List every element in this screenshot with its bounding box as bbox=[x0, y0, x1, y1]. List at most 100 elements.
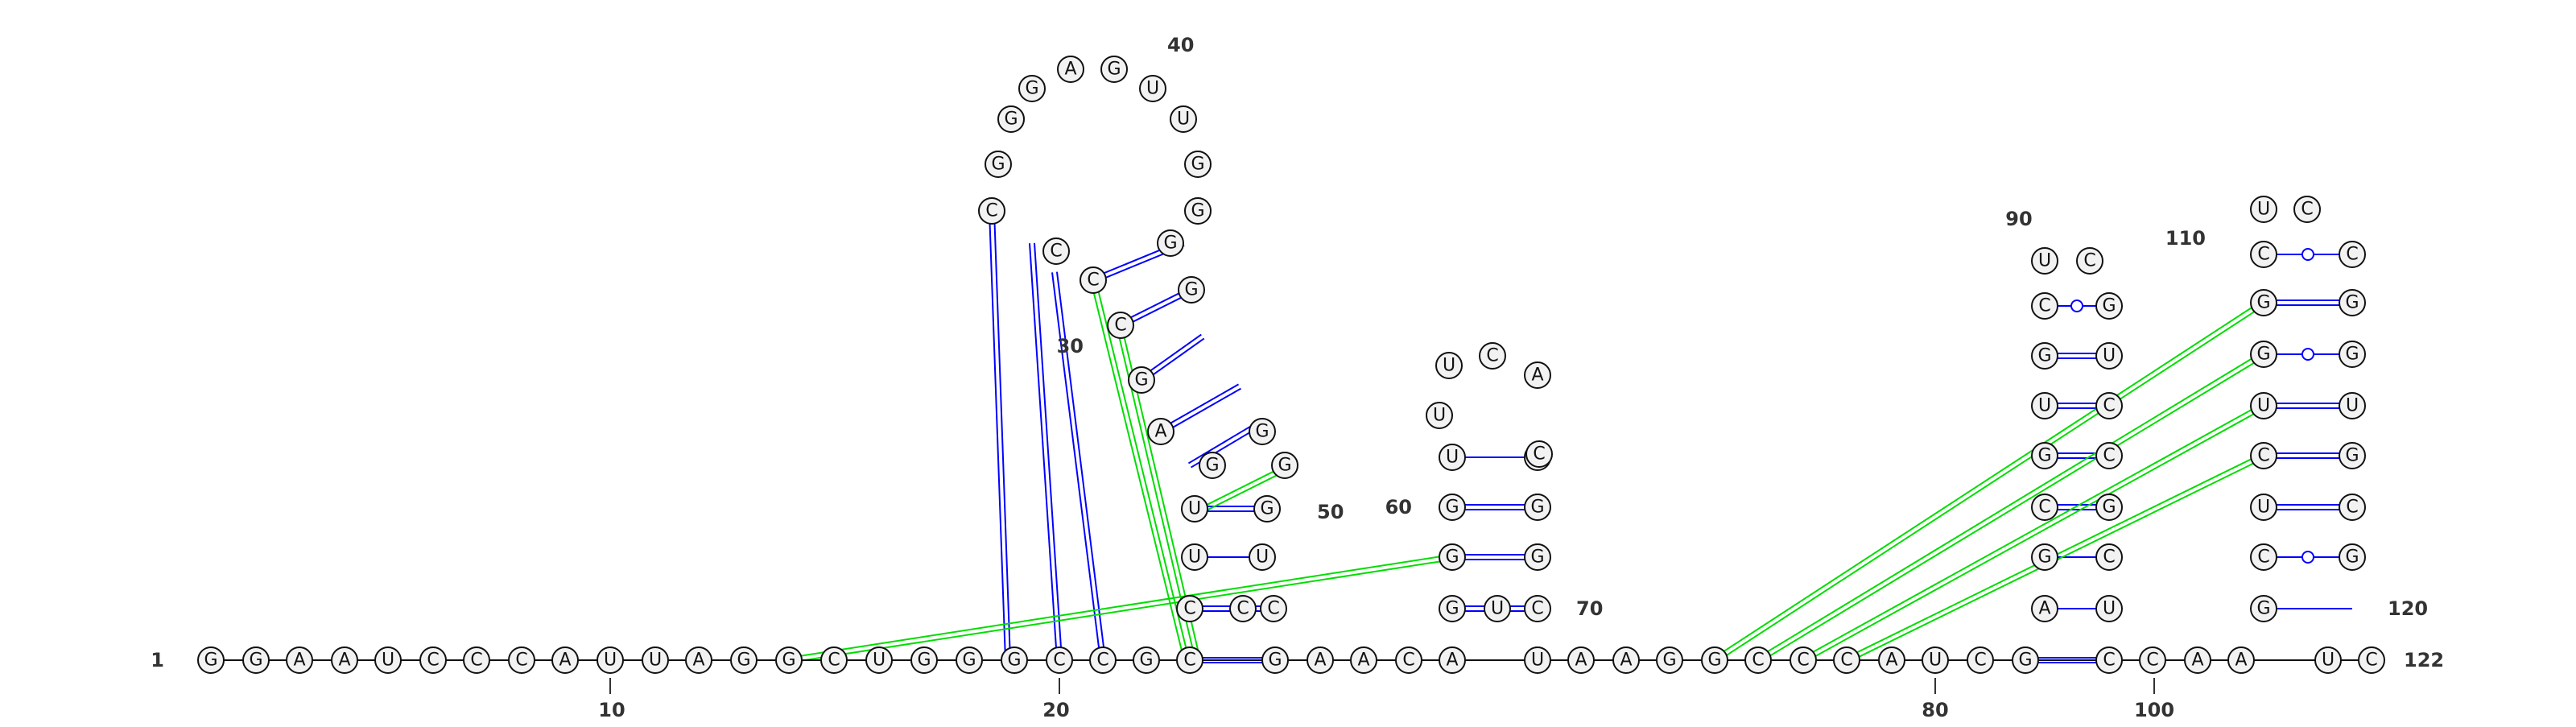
nucleotide-letter: C bbox=[2346, 245, 2358, 265]
wobble-pair-bond bbox=[2264, 551, 2352, 564]
nucleotide: G bbox=[1157, 229, 1184, 257]
position-label: 120 bbox=[2388, 597, 2428, 620]
nucleotide: C bbox=[978, 197, 1005, 225]
nucleotide: U bbox=[2250, 392, 2277, 419]
nucleotide: C bbox=[2095, 392, 2123, 419]
nucleotide: G bbox=[2339, 543, 2366, 571]
nucleotide: G bbox=[2250, 341, 2277, 368]
nucleotide: G bbox=[1439, 595, 1466, 622]
nucleotide-letter: C bbox=[2038, 498, 2050, 518]
nucleotide: U bbox=[1435, 352, 1463, 379]
nucleotide: G bbox=[730, 646, 758, 674]
nucleotide-letter: C bbox=[1183, 651, 1195, 671]
nucleotide-letter: A bbox=[559, 651, 571, 671]
nucleotide: A bbox=[1878, 646, 1905, 674]
nucleotide: G bbox=[1439, 494, 1466, 521]
nucleotide-letter: G bbox=[1662, 651, 1676, 671]
base-pair-bond bbox=[1159, 383, 1241, 435]
nucleotide-letter: C bbox=[1402, 651, 1414, 671]
nucleotide-letter: C bbox=[1053, 651, 1065, 671]
nucleotide-letter: C bbox=[2365, 651, 2377, 671]
nucleotide: C bbox=[2339, 494, 2366, 521]
nucleotide-letter: C bbox=[470, 651, 482, 671]
nucleotide-letter: C bbox=[1050, 242, 1062, 262]
nucleotide: A bbox=[1307, 646, 1334, 674]
nucleotide-letter: U bbox=[382, 651, 394, 671]
nucleotide-letter: G bbox=[1163, 233, 1177, 254]
nucleotide: C bbox=[463, 646, 490, 674]
nucleotide-letter: G bbox=[2256, 599, 2270, 619]
nucleotide: G bbox=[2095, 292, 2123, 320]
position-label: 70 bbox=[1576, 597, 1603, 620]
nucleotide-letter: A bbox=[1314, 651, 1326, 671]
nucleotide-letter: U bbox=[1177, 109, 1190, 130]
nucleotide: C bbox=[2358, 646, 2385, 674]
nucleotide: G bbox=[1261, 646, 1289, 674]
nucleotide-letter: G bbox=[1007, 651, 1021, 671]
nucleotide-letter: U bbox=[873, 651, 886, 671]
nucleotide-letter: C bbox=[1486, 346, 1498, 366]
nucleotide-letter: C bbox=[2146, 651, 2158, 671]
base-pair-bond bbox=[2264, 504, 2352, 510]
nucleotide: C bbox=[2095, 543, 2123, 571]
wobble-pair-bond bbox=[2264, 348, 2352, 361]
nucleotide-letter: U bbox=[1929, 651, 1942, 671]
nucleotide: G bbox=[1184, 151, 1212, 178]
nucleotide-letter: A bbox=[692, 651, 704, 671]
nucleotide: U bbox=[1439, 444, 1466, 471]
nucleotide-letter: C bbox=[2038, 296, 2050, 316]
nucleotide-letter: C bbox=[2346, 498, 2358, 518]
nucleotide-letter: G bbox=[2102, 296, 2116, 316]
nucleotide: C bbox=[1967, 646, 1994, 674]
nucleotide: G bbox=[1100, 56, 1128, 83]
nucleotide: G bbox=[2031, 342, 2058, 370]
nucleotide: C bbox=[1525, 440, 1553, 468]
nucleotide-letter: C bbox=[1531, 599, 1543, 619]
nucleotide: U bbox=[1524, 646, 1551, 674]
nucleotide: C bbox=[1176, 646, 1203, 674]
nucleotide: G bbox=[1184, 197, 1212, 225]
position-label: 110 bbox=[2165, 227, 2206, 250]
nucleotide: C bbox=[2076, 247, 2103, 275]
nucleotide: U bbox=[1139, 75, 1166, 102]
nucleotide-letter: C bbox=[1087, 271, 1099, 291]
base-pair-bond bbox=[2264, 299, 2352, 306]
base-pair-bonds bbox=[788, 210, 2352, 663]
nucleotide-letter: G bbox=[1191, 155, 1204, 175]
nucleotide-letter: C bbox=[1752, 651, 1764, 671]
nucleotide-letter: G bbox=[2037, 547, 2051, 568]
nucleotide-letter: C bbox=[1236, 599, 1249, 619]
base-pair-bond bbox=[2264, 403, 2352, 409]
nucleotide-letter: G bbox=[1107, 60, 1121, 80]
nucleotide-letter: A bbox=[2038, 599, 2050, 619]
nucleotide-letter: G bbox=[2102, 498, 2116, 518]
nucleotide-letter: C bbox=[828, 651, 840, 671]
nucleotide: G bbox=[2339, 442, 2366, 469]
nucleotide: C bbox=[1524, 595, 1551, 622]
wobble-pair-bond bbox=[2264, 248, 2352, 261]
nucleotide-letter: U bbox=[1531, 651, 1544, 671]
nucleotide-letter: U bbox=[1433, 406, 1446, 426]
nucleotide: A bbox=[2031, 595, 2058, 622]
nucleotide: G bbox=[1128, 366, 1155, 394]
base-pair-bond bbox=[1029, 242, 1063, 661]
position-label: 122 bbox=[2404, 649, 2444, 671]
nucleotide: G bbox=[2012, 646, 2039, 674]
nucleotide-letter: C bbox=[1096, 651, 1108, 671]
nucleotide-letter: U bbox=[1146, 79, 1159, 99]
nucleotide-letter: U bbox=[649, 651, 662, 671]
nucleotide: U bbox=[642, 646, 669, 674]
nucleotide-letter: G bbox=[1268, 651, 1282, 671]
nucleotide-letter: U bbox=[1491, 599, 1504, 619]
nucleotide: G bbox=[2031, 442, 2058, 469]
nucleotide: A bbox=[1612, 646, 1640, 674]
pseudoknot-bond bbox=[1756, 351, 2266, 663]
pseudoknot-bond bbox=[1712, 299, 2266, 663]
nucleotide-letter: C bbox=[1797, 651, 1809, 671]
nucleotide: G bbox=[1524, 543, 1551, 571]
nucleotide-letter: U bbox=[1443, 356, 1455, 376]
nucleotide-letter: C bbox=[2257, 245, 2269, 265]
nucleotide-letter: U bbox=[1188, 547, 1201, 568]
nucleotide: A bbox=[551, 646, 579, 674]
